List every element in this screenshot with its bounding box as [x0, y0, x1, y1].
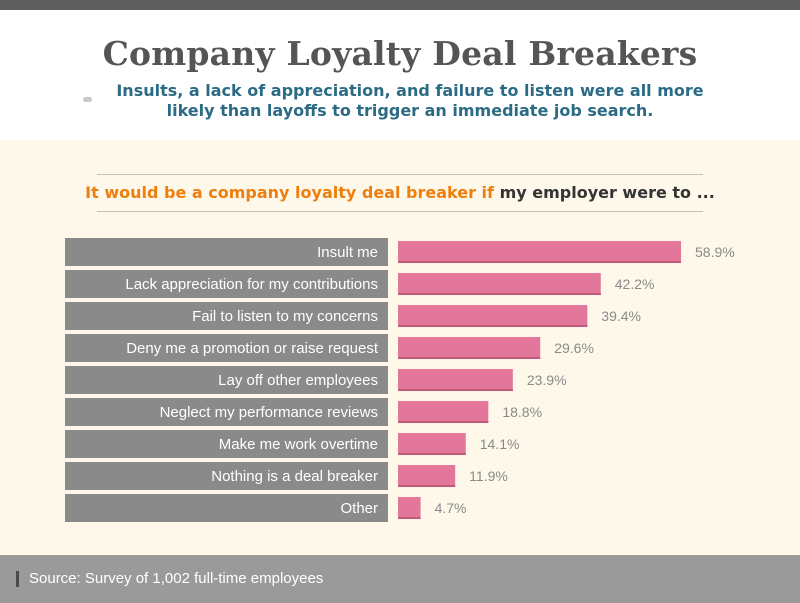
category-label-box [65, 430, 388, 458]
bar-shadow [398, 261, 681, 263]
question-rest: my employer were to ... [499, 183, 715, 202]
top-accent-bar [0, 0, 800, 10]
chart-row: Lack appreciation for my contributions 42… [65, 270, 654, 298]
header: Company Loyalty Deal Breakers Insults, a… [0, 10, 800, 140]
bullet-icon [83, 97, 92, 102]
question-bottom-rule [97, 211, 703, 212]
category-label-box [65, 334, 388, 362]
category-label-box [65, 302, 388, 330]
source-note: Source: Survey of 1,002 full-time employ… [29, 570, 324, 587]
chart-row: Make me work overtime 14.1% [65, 430, 519, 458]
category-label: Deny me a promotion or raise request [126, 340, 379, 357]
category-label-box [65, 494, 388, 522]
chart-row: Other 4.7% [65, 494, 467, 522]
bar [398, 273, 601, 295]
chart-title: Company Loyalty Deal Breakers [102, 34, 698, 73]
bar [398, 337, 541, 359]
bar [398, 433, 466, 455]
category-label: Fail to listen to my concerns [192, 308, 378, 325]
category-label: Make me work overtime [219, 436, 378, 453]
bar-chart: Insult me 58.9% Lack appreciation for my c… [65, 238, 735, 522]
chart-row: Insult me 58.9% [65, 238, 735, 266]
chart-row: Neglect my performance reviews 18.8% [65, 398, 542, 426]
question-top-rule [97, 174, 703, 175]
question-highlight: It would be a company loyalty deal break… [85, 183, 494, 202]
chart-subtitle: Insults, a lack of appreciation, and fai… [116, 81, 704, 120]
category-label: Nothing is a deal breaker [211, 468, 378, 485]
value-label: 14.1% [480, 436, 520, 452]
bar [398, 369, 513, 391]
category-label-box [65, 366, 388, 394]
bar-shadow [398, 357, 541, 359]
value-label: 18.8% [502, 404, 542, 420]
bar-shadow [398, 325, 588, 327]
bar [398, 305, 588, 327]
category-label: Lay off other employees [218, 372, 378, 389]
bar-shadow [398, 517, 421, 519]
chart-row: Lay off other employees 23.9% [65, 366, 567, 394]
bar-shadow [398, 293, 601, 295]
category-label-box [65, 270, 388, 298]
footer: Source: Survey of 1,002 full-time employ… [0, 555, 800, 603]
value-label: 39.4% [601, 308, 641, 324]
chart-row: Deny me a promotion or raise request 29.6… [65, 334, 594, 362]
bar [398, 465, 456, 487]
bar-shadow [398, 453, 466, 455]
value-label: 23.9% [527, 372, 567, 388]
chart-row: Nothing is a deal breaker 11.9% [65, 462, 508, 490]
bar [398, 401, 489, 423]
category-label-box [65, 398, 388, 426]
footer-marker [16, 571, 19, 587]
value-label: 29.6% [554, 340, 594, 356]
bar-shadow [398, 421, 489, 423]
question-text: It would be a company loyalty deal break… [0, 183, 800, 202]
value-label: 11.9% [469, 468, 508, 484]
category-label-box [65, 462, 388, 490]
category-label: Lack appreciation for my contributions [125, 276, 378, 293]
value-label: 58.9% [695, 244, 735, 260]
bar [398, 497, 421, 519]
value-label: 4.7% [435, 500, 467, 516]
chart-row: Fail to listen to my concerns 39.4% [65, 302, 641, 330]
category-label-box [65, 238, 388, 266]
bar-shadow [398, 485, 456, 487]
category-label: Neglect my performance reviews [160, 404, 378, 421]
category-label: Insult me [317, 244, 378, 261]
category-label: Other [340, 500, 378, 517]
value-label: 42.2% [615, 276, 655, 292]
bar [398, 241, 681, 263]
bar-shadow [398, 389, 513, 391]
